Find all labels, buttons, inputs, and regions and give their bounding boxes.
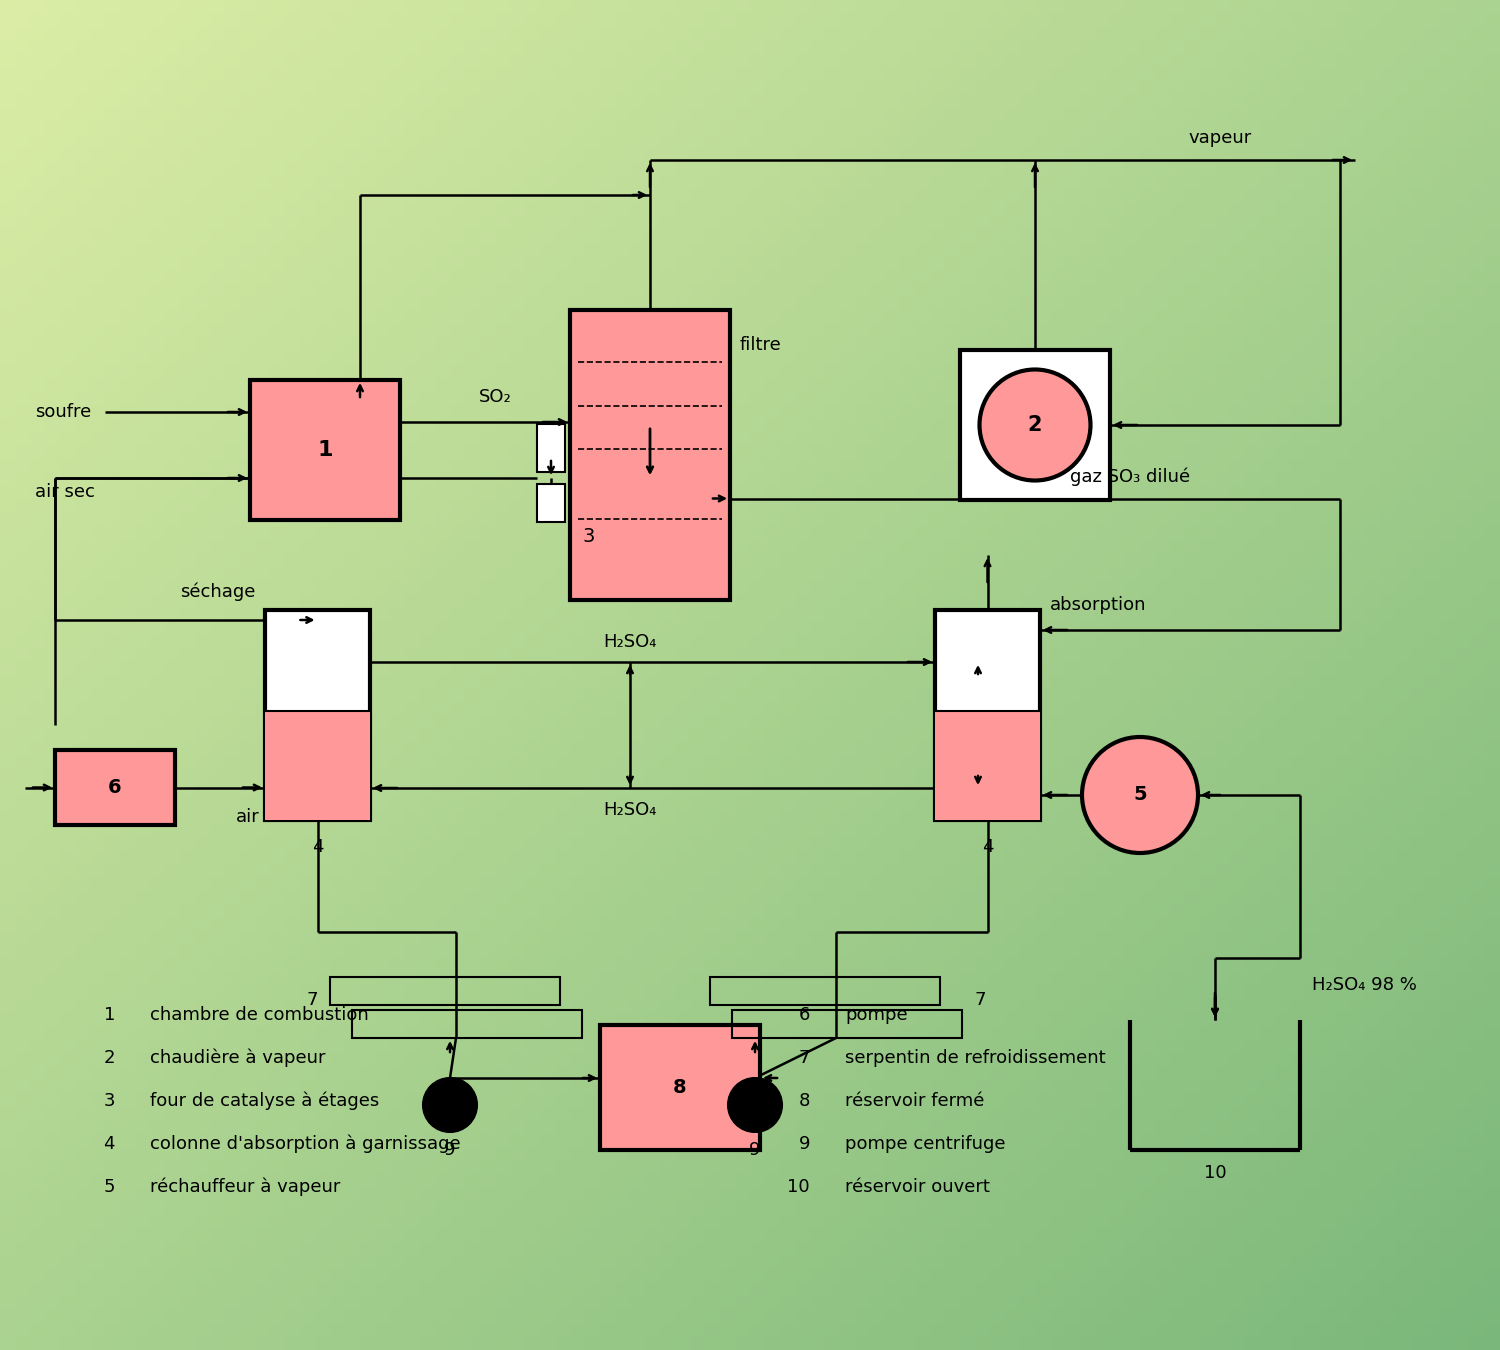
Text: 3: 3: [582, 526, 594, 545]
Text: 1: 1: [104, 1006, 116, 1025]
Bar: [710, 977, 940, 1004]
Text: 10: 10: [788, 1179, 810, 1196]
Text: 10: 10: [1203, 1164, 1227, 1183]
Bar: [266, 711, 370, 819]
Text: 7: 7: [975, 991, 987, 1008]
Text: H₂SO₄: H₂SO₄: [603, 633, 657, 651]
Text: réservoir ouvert: réservoir ouvert: [844, 1179, 990, 1196]
Text: H₂SO₄: H₂SO₄: [603, 801, 657, 819]
Circle shape: [423, 1079, 477, 1133]
Text: soufre: soufre: [34, 404, 92, 421]
Text: pompe centrifuge: pompe centrifuge: [844, 1135, 1005, 1153]
Text: 7: 7: [798, 1049, 810, 1066]
Bar: [600, 1025, 760, 1150]
Circle shape: [980, 370, 1090, 481]
Text: 1: 1: [318, 440, 333, 460]
Text: 4: 4: [104, 1135, 116, 1153]
Bar: [960, 350, 1110, 500]
Text: four de catalyse à étages: four de catalyse à étages: [150, 1092, 380, 1110]
Text: 6: 6: [108, 778, 122, 796]
Text: vapeur: vapeur: [1188, 130, 1251, 147]
Text: serpentin de refroidissement: serpentin de refroidissement: [844, 1049, 1106, 1066]
Bar: [266, 610, 370, 819]
Text: gaz SO₃ dilué: gaz SO₃ dilué: [1070, 467, 1190, 486]
Text: 4: 4: [981, 838, 993, 856]
Bar: [537, 424, 566, 472]
Text: 4: 4: [312, 838, 324, 856]
Text: 2: 2: [1028, 414, 1042, 435]
Bar: [251, 379, 400, 520]
Text: 7: 7: [306, 991, 318, 1008]
Text: 5: 5: [1132, 786, 1148, 805]
Text: air sec: air sec: [34, 483, 94, 501]
Text: air: air: [237, 809, 260, 826]
Text: 9: 9: [750, 1141, 760, 1160]
Text: 8: 8: [674, 1079, 687, 1098]
Text: pompe: pompe: [844, 1006, 908, 1025]
Text: 2: 2: [104, 1049, 116, 1066]
Circle shape: [728, 1079, 782, 1133]
Text: 9: 9: [798, 1135, 810, 1153]
Bar: [934, 711, 1040, 819]
Bar: [934, 610, 1040, 819]
Text: chambre de combustion: chambre de combustion: [150, 1006, 369, 1025]
Bar: [732, 1010, 962, 1038]
Text: H₂SO₄ 98 %: H₂SO₄ 98 %: [1312, 976, 1418, 994]
Text: 9: 9: [444, 1141, 456, 1160]
Text: 6: 6: [798, 1006, 810, 1025]
Text: colonne d'absorption à garnissage: colonne d'absorption à garnissage: [150, 1135, 460, 1153]
Text: SO₂: SO₂: [478, 387, 512, 406]
Text: réservoir fermé: réservoir fermé: [844, 1092, 984, 1110]
Text: absorption: absorption: [1050, 595, 1146, 614]
Bar: [352, 1010, 582, 1038]
Text: chaudière à vapeur: chaudière à vapeur: [150, 1049, 326, 1068]
Text: 3: 3: [104, 1092, 116, 1110]
Text: séchage: séchage: [180, 583, 255, 601]
Bar: [56, 751, 176, 825]
Bar: [330, 977, 560, 1004]
Text: 8: 8: [798, 1092, 810, 1110]
Text: filtre: filtre: [740, 336, 782, 354]
Text: 5: 5: [104, 1179, 116, 1196]
Text: réchauffeur à vapeur: réchauffeur à vapeur: [150, 1177, 340, 1196]
Bar: [537, 485, 566, 521]
Circle shape: [1082, 737, 1198, 853]
Bar: [570, 310, 730, 599]
